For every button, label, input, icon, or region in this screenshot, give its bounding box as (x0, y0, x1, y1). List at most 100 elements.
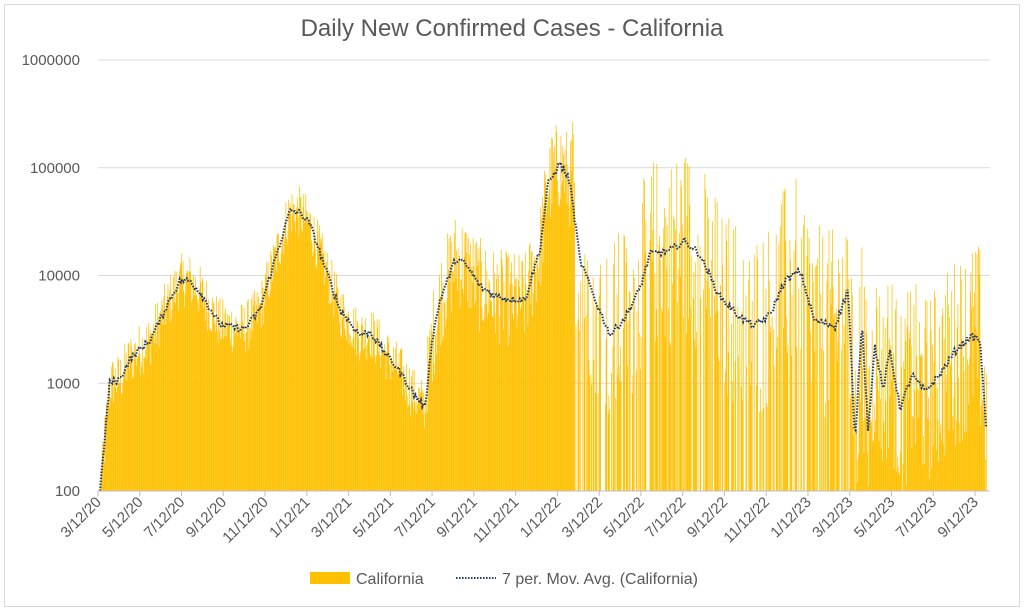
bar (622, 328, 624, 491)
bar (316, 265, 318, 491)
bar (613, 242, 615, 491)
bar (476, 265, 478, 491)
bar (197, 298, 199, 491)
bar (616, 294, 618, 491)
bar (428, 338, 430, 491)
bar (205, 320, 207, 491)
bar (742, 400, 743, 491)
bar (748, 279, 750, 491)
bar (661, 308, 663, 491)
bar (435, 331, 437, 491)
bar (293, 203, 294, 492)
bar (372, 334, 374, 491)
bar (465, 231, 466, 491)
bar (375, 363, 377, 491)
bar (685, 158, 687, 491)
bar (892, 373, 894, 491)
bar (852, 427, 854, 491)
bar (467, 238, 469, 491)
bar (396, 368, 398, 491)
bar (150, 364, 152, 491)
bar (421, 389, 423, 491)
bar (887, 286, 889, 491)
bar (947, 272, 948, 491)
bar (161, 299, 163, 491)
bar (190, 301, 192, 491)
bar (143, 357, 145, 491)
bar (357, 322, 359, 491)
bar (653, 162, 654, 491)
bar (507, 346, 509, 491)
bar (731, 381, 733, 491)
bar (800, 348, 802, 491)
bar (550, 137, 552, 491)
bar (127, 342, 129, 491)
bar (227, 313, 228, 491)
bar (952, 416, 953, 491)
bar (921, 355, 923, 491)
bar (896, 471, 898, 491)
bar (790, 259, 791, 491)
bar (556, 131, 558, 491)
bar (286, 238, 287, 491)
bar (127, 367, 128, 491)
bar (812, 281, 814, 491)
bar (954, 263, 955, 491)
bar (577, 319, 579, 491)
bar (513, 319, 514, 491)
bar (188, 272, 190, 491)
bar (247, 298, 249, 491)
bar (299, 186, 300, 491)
bar (306, 210, 307, 491)
bar (272, 276, 274, 491)
bar (894, 386, 896, 491)
bar (881, 349, 883, 491)
bar (982, 410, 984, 491)
bar (679, 233, 680, 491)
bar (295, 207, 297, 491)
bar (281, 245, 283, 491)
bar (934, 297, 936, 491)
bar (198, 311, 200, 491)
bar (941, 315, 943, 491)
bar (976, 254, 978, 491)
bar (541, 196, 543, 492)
bar (452, 272, 453, 491)
bar (429, 329, 431, 491)
bar (847, 240, 848, 491)
bar (400, 349, 401, 491)
bar (377, 327, 379, 491)
bar (597, 393, 599, 491)
bar (267, 261, 269, 491)
bar (959, 443, 961, 491)
bar (666, 268, 667, 491)
bar (825, 402, 826, 491)
bar (251, 298, 252, 491)
bar (688, 166, 690, 491)
bar (876, 308, 878, 491)
bar (838, 258, 839, 491)
bar (508, 254, 510, 491)
bar (162, 325, 164, 491)
bar (956, 327, 958, 491)
bar (384, 344, 386, 491)
bar (709, 287, 711, 491)
bar (596, 301, 597, 491)
bar (104, 416, 106, 491)
bar (142, 338, 143, 491)
bar (834, 313, 835, 491)
bar (640, 336, 642, 491)
bar (420, 391, 422, 491)
bar (908, 331, 910, 491)
bar (688, 318, 689, 491)
bar (271, 281, 273, 491)
bar (882, 317, 884, 491)
bar (886, 318, 888, 491)
bar (212, 297, 213, 491)
bar (526, 292, 528, 491)
bar (137, 356, 139, 491)
bar (810, 331, 811, 491)
bar (873, 439, 874, 491)
bar (342, 317, 344, 491)
bar (880, 399, 881, 491)
